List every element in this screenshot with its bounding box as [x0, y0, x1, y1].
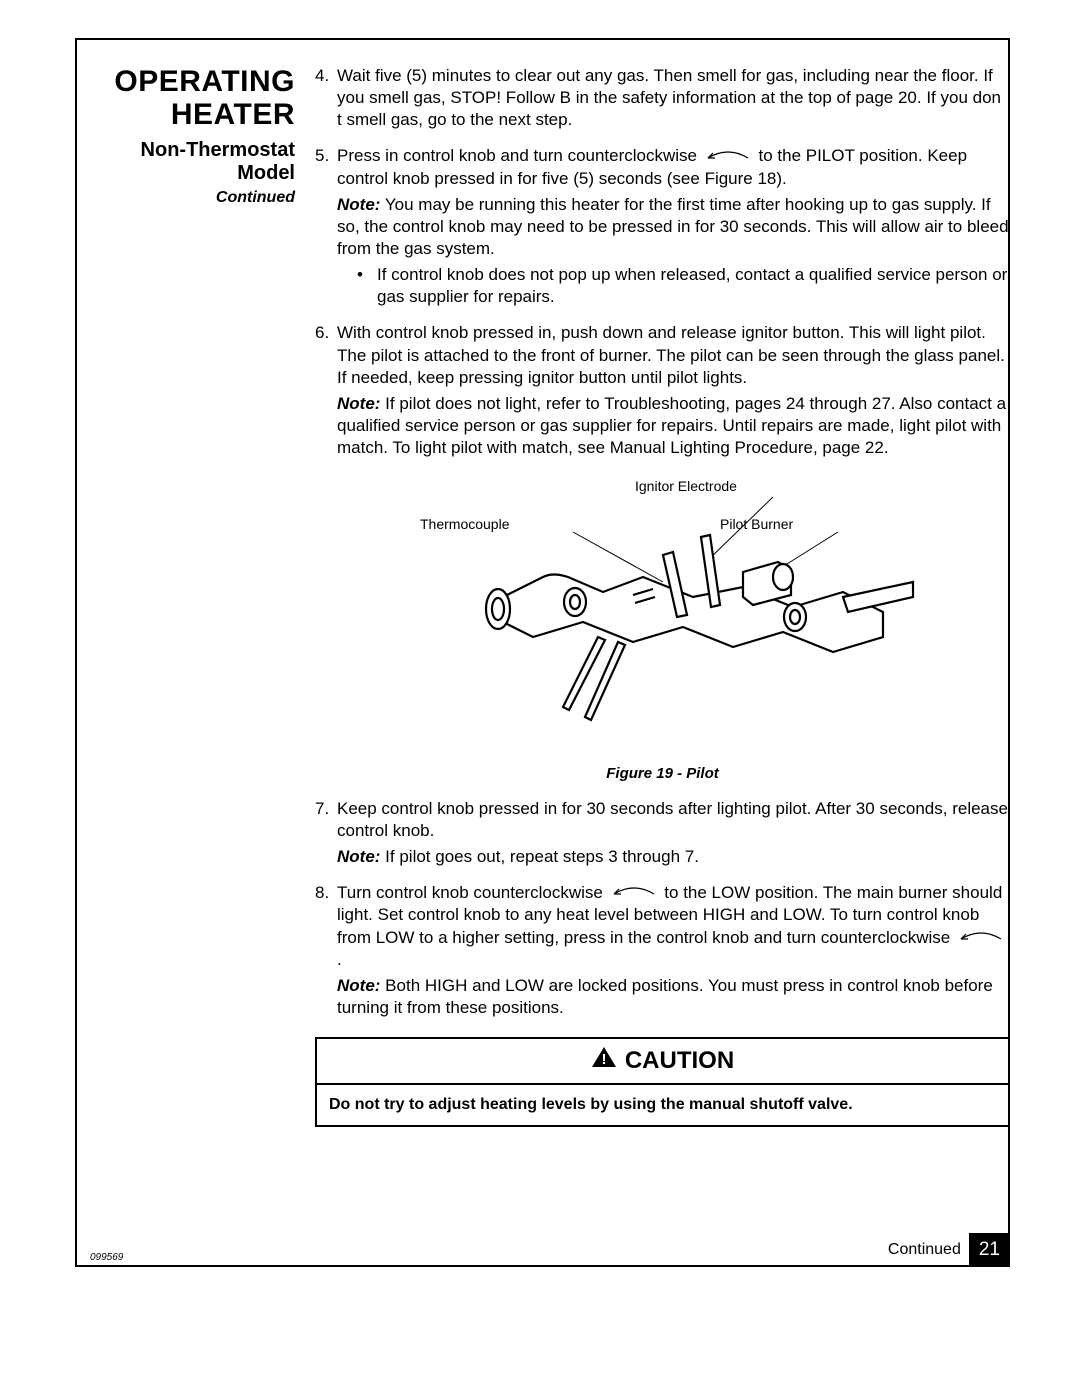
caution-text: Do not try to adjust heating levels by u…	[317, 1085, 1008, 1126]
continued-footer: Continued	[888, 1241, 961, 1259]
title-line-2: HEATER	[171, 98, 295, 131]
step-5: 5. Press in control knob and turn counte…	[315, 145, 1010, 308]
note-label: Note:	[337, 847, 380, 866]
step-body: Wait five (5) minutes to clear out any g…	[337, 65, 1010, 131]
note-label: Note:	[337, 394, 380, 413]
step-number: 4.	[315, 65, 337, 131]
note-text: Both HIGH and LOW are locked positions. …	[337, 976, 993, 1017]
step-7: 7. Keep control knob pressed in for 30 s…	[315, 798, 1010, 868]
step-8: 8. Turn control knob counterclockwise to…	[315, 882, 1010, 1020]
step-body: Turn control knob counterclockwise to th…	[337, 882, 1010, 1020]
ccw-arrow-icon	[610, 882, 658, 904]
svg-text:!: !	[601, 1051, 606, 1068]
sub-bullet: • If control knob does not pop up when r…	[357, 264, 1010, 308]
caution-header: ! CAUTION	[317, 1039, 1008, 1084]
step-text: Keep control knob pressed in for 30 seco…	[337, 799, 1008, 840]
section-subtitle: Non-Thermostat Model	[100, 139, 295, 185]
step-text-a: Turn control knob counterclockwise	[337, 883, 603, 902]
figure-19: Ignitor Electrode Thermocouple Pilot Bur…	[315, 477, 1010, 784]
step-body: Press in control knob and turn countercl…	[337, 145, 1010, 308]
step-body: With control knob pressed in, push down …	[337, 322, 1010, 459]
step-number: 7.	[315, 798, 337, 868]
note: Note: Both HIGH and LOW are locked posit…	[337, 975, 1010, 1019]
continued-label: Continued	[100, 189, 295, 207]
note: Note: If pilot does not light, refer to …	[337, 393, 1010, 459]
label-ignitor-electrode: Ignitor Electrode	[635, 477, 737, 495]
figure-caption: Figure 19 - Pilot	[315, 764, 1010, 784]
step-number: 8.	[315, 882, 337, 1020]
bullet-text: If control knob does not pop up when rel…	[377, 264, 1010, 308]
note-label: Note:	[337, 195, 380, 214]
note-text: You may be running this heater for the f…	[337, 195, 1009, 258]
bullet-marker: •	[357, 264, 377, 308]
label-pilot-burner: Pilot Burner	[720, 515, 793, 533]
subtitle-line-2: Model	[237, 162, 295, 184]
main-column: 4. Wait five (5) minutes to clear out an…	[315, 65, 1010, 1127]
step-6: 6. With control knob pressed in, push do…	[315, 322, 1010, 459]
step-text-c: .	[337, 950, 342, 969]
ccw-arrow-icon	[704, 146, 752, 168]
note: Note: If pilot goes out, repeat steps 3 …	[337, 846, 1010, 868]
page-number: 21	[969, 1233, 1010, 1267]
page-content: OPERATING HEATER Non-Thermostat Model Co…	[100, 65, 1010, 1127]
note-label: Note:	[337, 976, 380, 995]
caution-title: CAUTION	[625, 1045, 734, 1076]
note-text: If pilot goes out, repeat steps 3 throug…	[380, 847, 698, 866]
ccw-arrow-icon	[957, 927, 1005, 949]
sidebar: OPERATING HEATER Non-Thermostat Model Co…	[100, 65, 295, 207]
step-number: 6.	[315, 322, 337, 459]
section-title: OPERATING HEATER	[100, 65, 295, 131]
step-number: 5.	[315, 145, 337, 308]
caution-box: ! CAUTION Do not try to adjust heating l…	[315, 1037, 1010, 1127]
label-thermocouple: Thermocouple	[420, 515, 510, 533]
step-text-a: Press in control knob and turn countercl…	[337, 146, 697, 165]
note: Note: You may be running this heater for…	[337, 194, 1010, 260]
note-text: If pilot does not light, refer to Troubl…	[337, 394, 1006, 457]
step-body: Keep control knob pressed in for 30 seco…	[337, 798, 1010, 868]
page-footer: Continued 21	[888, 1233, 1010, 1267]
warning-triangle-icon: !	[591, 1045, 617, 1076]
step-text: With control knob pressed in, push down …	[337, 323, 1005, 386]
subtitle-line-1: Non-Thermostat	[141, 139, 295, 161]
document-id: 099569	[90, 1252, 123, 1263]
step-4: 4. Wait five (5) minutes to clear out an…	[315, 65, 1010, 131]
title-line-1: OPERATING	[114, 65, 295, 98]
